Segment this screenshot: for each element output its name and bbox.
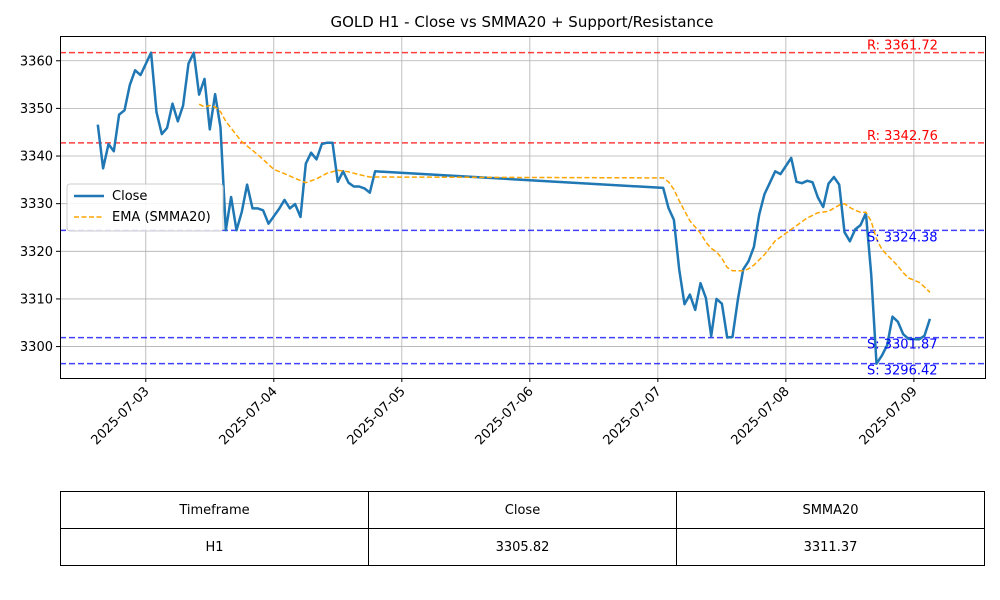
y-tick-label: 3350 xyxy=(20,102,53,117)
table-header-smma20: SMMA20 xyxy=(676,491,985,529)
legend-box xyxy=(66,183,224,232)
chart-title: GOLD H1 - Close vs SMMA20 + Support/Resi… xyxy=(330,13,713,31)
table-header-close: Close xyxy=(368,491,677,529)
support-level-label: S: 3301.87 xyxy=(867,338,938,353)
table-header-timeframe: Timeframe xyxy=(60,491,369,529)
table-cell-timeframe: H1 xyxy=(60,528,369,566)
chart: GOLD H1 - Close vs SMMA20 + Support/Resi… xyxy=(20,13,986,448)
y-tick-label: 3360 xyxy=(20,54,53,69)
legend: Close EMA (SMMA20) xyxy=(66,183,224,232)
resistance-level-label: R: 3342.76 xyxy=(867,129,938,144)
x-tick-label: 2025-07-08 xyxy=(729,384,793,448)
plot-frame xyxy=(60,36,986,379)
y-tick-label: 3340 xyxy=(20,150,53,165)
table-header-row: Timeframe Close SMMA20 xyxy=(60,491,985,529)
summary-table: Timeframe Close SMMA20 H1 3305.82 3311.3… xyxy=(60,491,985,566)
x-tick-label: 2025-07-04 xyxy=(217,384,281,448)
x-tick-label: 2025-07-07 xyxy=(601,384,665,448)
legend-ema-label: EMA (SMMA20) xyxy=(112,210,211,225)
series-lines xyxy=(96,51,932,365)
y-tick-label: 3310 xyxy=(20,292,53,307)
table-cell-close: 3305.82 xyxy=(368,528,677,566)
close-series-line xyxy=(96,51,932,365)
support-level-label: S: 3324.38 xyxy=(867,230,938,245)
support-level-label: S: 3296.42 xyxy=(867,364,938,379)
table-cell-smma20: 3311.37 xyxy=(676,528,985,566)
y-tick-label: 3300 xyxy=(20,340,53,355)
table-row: H1 3305.82 3311.37 xyxy=(60,528,985,566)
y-tick-label: 3320 xyxy=(20,245,53,260)
y-tick-label: 3330 xyxy=(20,197,53,212)
x-axis-ticks: 2025-07-03 2025-07-04 2025-07-05 2025-07-06… xyxy=(89,378,921,448)
x-tick-label: 2025-07-06 xyxy=(473,384,537,448)
x-tick-label: 2025-07-03 xyxy=(89,384,153,448)
x-tick-label: 2025-07-05 xyxy=(345,384,409,448)
level-labels: R: 3361.72 R: 3342.76 S: 3324.38 S: 3301.87… xyxy=(867,39,938,379)
legend-close-label: Close xyxy=(112,189,147,204)
y-axis-ticks: 3300 3310 3320 3330 3340 3350 3360 xyxy=(20,54,60,355)
ema-series-line xyxy=(198,103,931,293)
x-tick-label: 2025-07-09 xyxy=(857,384,921,448)
resistance-level-label: R: 3361.72 xyxy=(867,39,938,54)
